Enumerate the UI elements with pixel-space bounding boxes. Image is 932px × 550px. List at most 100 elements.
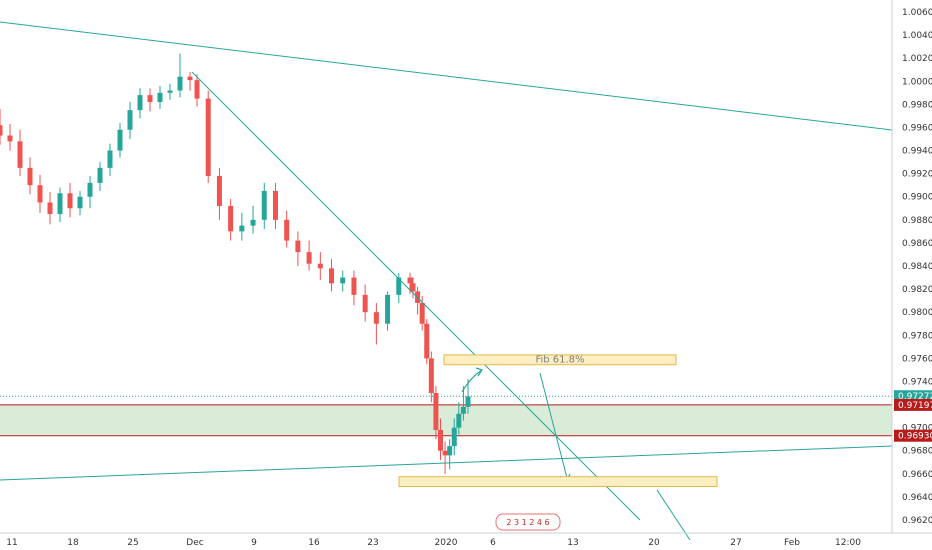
projection-arrow-down <box>539 372 569 483</box>
logo-text: 2 3 1 2 4 6 <box>506 518 549 527</box>
candle-body <box>239 225 245 232</box>
candle-body <box>261 190 267 220</box>
y-tick-label: 0.96200 <box>902 516 932 526</box>
candle-body <box>77 196 83 209</box>
x-tick-label: 9 <box>251 538 257 548</box>
candle-body <box>351 277 357 295</box>
support-zone-layer <box>0 395 892 437</box>
candle-body <box>250 219 256 226</box>
x-tick-label: Feb <box>784 538 800 548</box>
logo-badge <box>495 513 561 531</box>
descending-trendline <box>191 71 641 521</box>
candle-body <box>167 90 173 93</box>
candle-body <box>0 125 3 136</box>
candle-body <box>57 193 63 215</box>
candle-body <box>216 175 222 206</box>
candle-body <box>433 393 439 430</box>
candle-body <box>187 76 193 81</box>
annotation-label: Fib 61.8% <box>535 355 584 366</box>
candle-body <box>465 396 471 407</box>
candle-body <box>107 150 113 168</box>
arrow-head-up <box>475 367 483 377</box>
projection-arrow-lower <box>656 489 691 541</box>
candle-body <box>396 277 402 295</box>
y-tick-label: 1.00400 <box>902 31 932 41</box>
candle-body <box>340 277 346 284</box>
projection-arrow-up <box>461 369 483 393</box>
candle-body <box>194 80 200 99</box>
candle-body <box>410 283 416 292</box>
x-tick-label: 27 <box>730 538 741 548</box>
rising-support-trendline <box>0 445 893 481</box>
x-tick-label: Dec <box>186 538 203 548</box>
candle-body <box>177 76 183 91</box>
candle-body <box>17 141 23 168</box>
candle-body <box>456 413 462 428</box>
support-zone <box>0 404 892 436</box>
price-tag <box>894 429 932 442</box>
candle-body <box>447 446 453 456</box>
candle-body <box>97 167 103 183</box>
x-tick-label: 23 <box>367 538 378 548</box>
candle-body <box>329 268 335 284</box>
candle-body <box>228 205 234 232</box>
candle-body <box>87 182 93 197</box>
candle-body <box>157 92 163 103</box>
candle-body <box>306 252 312 264</box>
candle-body <box>47 202 53 215</box>
candle-body <box>362 294 368 313</box>
y-tick-label: 1.00200 <box>902 54 932 64</box>
x-tick-label: 11 <box>6 538 17 548</box>
annotations-layer: Fib 61.8% <box>398 354 718 488</box>
price-tag-label: 0.96930 <box>898 432 932 442</box>
tradingview-logo: 2 3 1 2 4 6 <box>495 513 561 531</box>
candle-body <box>272 190 278 220</box>
candle-body <box>117 129 123 151</box>
candle-body <box>284 219 290 241</box>
x-tick-label: 6 <box>490 538 496 548</box>
x-axis: 11 18 25 Dec 9 16 23 2020 6 13 20 27 Feb 12:00 <box>6 538 861 548</box>
candle-body <box>451 427 457 447</box>
annotation-box <box>443 354 677 366</box>
candle-body <box>407 277 413 284</box>
annotation-box <box>398 476 718 488</box>
candle-body <box>27 167 33 186</box>
candle-body <box>442 450 448 456</box>
candle-body <box>317 263 323 269</box>
x-tick-label: 16 <box>308 538 320 548</box>
candle-body <box>127 110 133 130</box>
candle-body <box>295 240 301 253</box>
x-tick-label: 25 <box>127 538 138 548</box>
candle-body <box>7 135 13 142</box>
candle-body <box>147 95 153 103</box>
candle-body <box>67 193 73 209</box>
candle-body <box>37 185 43 203</box>
price-tag-label: 0.97197 <box>898 401 932 411</box>
x-tick-label: 2020 <box>435 538 458 548</box>
price-tag <box>894 398 932 411</box>
candle-body <box>385 294 391 324</box>
price-tag-label: 0.97272 <box>898 392 932 402</box>
x-tick-label: 13 <box>567 538 578 548</box>
candle-body <box>438 429 443 451</box>
